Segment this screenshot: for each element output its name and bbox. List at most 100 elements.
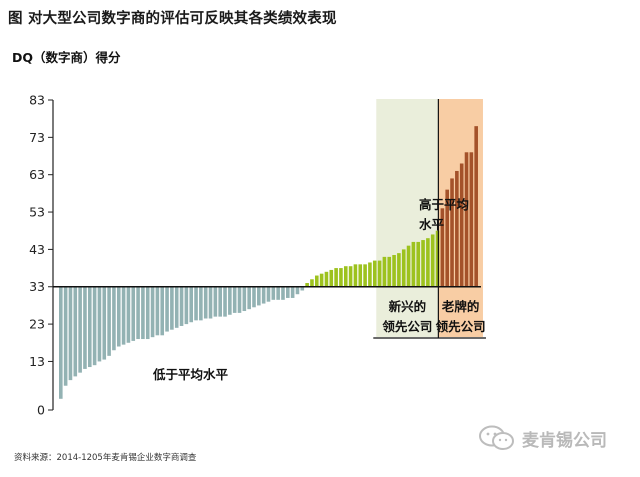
bar-above-average <box>406 245 411 287</box>
bar-below-average <box>242 286 247 312</box>
emerging-leaders-label: 领先公司 <box>382 319 432 334</box>
bar-below-average <box>116 286 121 347</box>
bar-below-average <box>112 286 116 351</box>
bar-above-average <box>426 238 430 287</box>
bar-below-average <box>276 286 280 300</box>
bar-below-average <box>295 286 300 295</box>
bar-above-average <box>310 279 314 287</box>
bar-below-average <box>252 286 256 308</box>
bar-below-average <box>87 286 92 368</box>
bar-below-average <box>78 286 82 373</box>
wechat-icon <box>479 425 514 450</box>
bar-established-leader <box>450 178 454 287</box>
bar-below-average <box>228 286 232 315</box>
bar-below-average <box>92 286 97 366</box>
bar-below-average <box>63 286 68 386</box>
bar-below-average <box>194 286 198 321</box>
bar-below-average <box>107 286 111 356</box>
below-average-label: 低于平均水平 <box>152 367 229 382</box>
established-leaders-label: 领先公司 <box>436 319 486 334</box>
bar-below-average <box>59 286 63 399</box>
y-tick-label: 23 <box>29 317 45 332</box>
bar-below-average <box>73 286 78 377</box>
bar-below-average <box>121 286 126 345</box>
bar-above-average <box>343 266 348 287</box>
bar-below-average <box>189 286 194 323</box>
bar-above-average <box>401 249 406 287</box>
bar-below-average <box>213 286 218 317</box>
brand-watermark: 麦肯锡公司 <box>478 425 607 451</box>
bar-above-average <box>372 260 377 287</box>
y-tick-label: 0 <box>37 403 45 418</box>
bar-below-average <box>126 286 131 343</box>
bar-below-average <box>208 286 213 319</box>
bar-established-leader <box>474 126 478 287</box>
chart-bars <box>59 126 478 399</box>
y-tick-label: 83 <box>29 93 45 108</box>
y-axis-ticks: 0 13 23 33 43 53 63 73 83 <box>29 93 54 418</box>
bar-below-average <box>271 286 276 300</box>
bar-above-average <box>348 266 353 287</box>
bar-below-average <box>232 286 237 313</box>
bar-below-average <box>160 286 165 336</box>
bar-below-average <box>266 286 271 302</box>
above-average-label: 高于平均 <box>419 197 469 212</box>
bar-below-average <box>68 286 73 381</box>
bar-above-average <box>387 256 392 287</box>
bar-below-average <box>257 286 261 306</box>
bar-established-leader <box>440 208 445 287</box>
bar-below-average <box>136 286 140 340</box>
source-note: 资料来源：2014-1205年麦肯锡企业数字商调查 <box>14 453 197 463</box>
chart-title: 图 对大型公司数字商的评估可反映其各类绩效表现 <box>8 11 337 27</box>
bar-above-average <box>411 241 416 287</box>
emerging-leaders-label: 新兴的 <box>389 299 427 314</box>
bar-above-average <box>421 240 425 287</box>
bar-above-average <box>339 268 343 287</box>
bar-below-average <box>247 286 251 310</box>
bar-above-average <box>377 260 382 287</box>
bar-below-average <box>155 286 160 336</box>
bar-above-average <box>430 234 435 287</box>
bar-above-average <box>358 264 363 287</box>
y-tick-label: 33 <box>29 279 45 294</box>
bar-above-average <box>416 241 421 287</box>
bar-below-average <box>83 286 87 369</box>
bar-below-average <box>203 286 208 319</box>
bar-above-average <box>329 269 334 287</box>
bar-below-average <box>184 286 189 325</box>
bar-below-average <box>237 286 242 313</box>
bar-above-average <box>363 264 367 287</box>
y-axis-label: DQ（数字商）得分 <box>12 50 121 65</box>
bar-below-average <box>150 286 155 338</box>
bar-below-average <box>261 286 266 304</box>
bar-below-average <box>141 286 145 340</box>
bar-above-average <box>435 230 440 287</box>
bar-below-average <box>199 286 203 321</box>
above-average-label: 水平 <box>419 217 445 232</box>
bar-below-average <box>286 286 290 298</box>
bar-below-average <box>165 286 169 332</box>
bar-above-average <box>319 273 324 287</box>
bar-below-average <box>218 286 222 317</box>
bar-above-average <box>305 283 309 287</box>
bar-established-leader <box>469 152 474 287</box>
bar-below-average <box>281 286 285 300</box>
bar-below-average <box>97 286 102 362</box>
y-tick-label: 43 <box>29 242 45 257</box>
bar-below-average <box>179 286 184 326</box>
y-tick-label: 13 <box>29 354 45 369</box>
y-tick-label: 53 <box>29 205 45 220</box>
bar-below-average <box>290 286 295 298</box>
y-tick-label: 73 <box>29 130 45 145</box>
emerging-leaders-region <box>376 99 439 337</box>
bar-above-average <box>382 256 387 287</box>
bar-above-average <box>353 264 358 287</box>
bar-above-average <box>397 253 401 287</box>
bar-below-average <box>300 286 305 291</box>
bar-above-average <box>314 275 319 287</box>
bar-below-average <box>102 286 107 360</box>
brand-name: 麦肯锡公司 <box>522 430 607 451</box>
bar-below-average <box>170 286 174 330</box>
